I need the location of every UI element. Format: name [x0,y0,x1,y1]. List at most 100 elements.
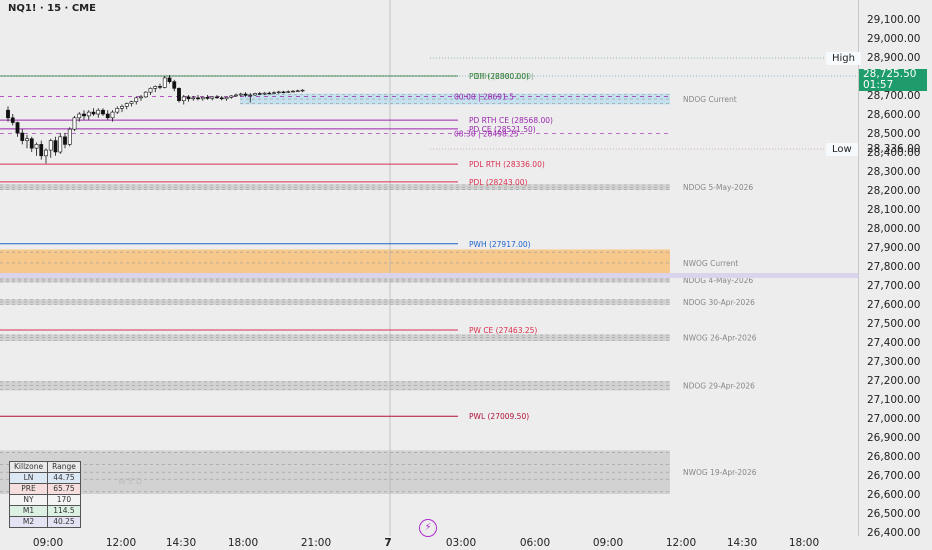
candle-body [243,93,248,96]
candle-body [172,81,177,89]
killzone-range: 170 [47,494,81,506]
low-tag: Low [826,143,858,156]
price-tick: 29,000.00 [867,33,920,45]
killzone-name: M2 [8,516,49,528]
price-tick: 27,500.00 [867,318,920,330]
candle-body [82,113,86,117]
time-tick: 09:00 [593,537,623,549]
candle-body [234,94,238,97]
candle-body [248,94,253,97]
time-tick: 06:00 [520,537,550,549]
time-price-label: 08:30 | 28498.25 [454,129,519,138]
weekday-watermark: W E D [118,477,142,486]
time-tick: 12:00 [106,537,136,549]
price-tick: 28,500.00 [867,128,920,140]
time-tick: 21:00 [301,537,331,549]
killzone-name: LN [8,472,49,484]
candle-body [205,96,210,99]
price-tick: 29,100.00 [867,14,920,26]
time-axis[interactable]: 09:00 12:00 14:30 18:00 21:00 7 03:00 06:00 09:0… [33,537,819,549]
level-label: PDH (28800.00) [469,72,529,81]
killzone-range: 40.25 [47,516,81,528]
killzone-table: Killzone Range LN 44.75 PRE 65.75 NY 170 M1 114… [8,461,81,528]
candle-body [200,96,205,100]
price-tick: 27,700.00 [867,280,920,292]
candle-body [105,113,110,119]
killzone-name: M1 [8,505,49,517]
price-tick: 27,100.00 [867,394,920,406]
candle-body [6,109,10,119]
killzone-name: NY [8,494,49,506]
killzone-row: PRE 65.75 [8,483,81,495]
candle-body [86,111,91,117]
candle-body [53,140,58,153]
candle-body [300,89,305,92]
candle-body [158,86,162,88]
candle-body [177,88,181,101]
candle-body [48,140,53,151]
candle-body [286,91,291,93]
time-tick: 03:00 [446,537,476,549]
candle-body [181,96,186,102]
price-tick: 28,700.00 [867,90,920,102]
candle-body [276,91,281,94]
candle-body [34,144,39,149]
level-label: PD CE (28521.50) [469,125,536,134]
candle-body [96,109,101,115]
price-tick: 28,400.00 [867,147,920,159]
candle-body [196,97,200,100]
high-tag: High [826,52,861,65]
candle-body [267,92,272,95]
bar-countdown: 01:57 [863,79,894,91]
level-label: PWL (27009.50) [469,412,529,421]
price-tick: 27,600.00 [867,299,920,311]
candle-body [72,117,77,130]
candle-body [39,144,44,157]
price-tick: 28,300.00 [867,166,920,178]
level-label: PD RTH CE (28568.00) [469,116,553,125]
gap-zone [0,380,670,391]
current-price-value: 28,725.50 [863,68,917,80]
candle-body [101,109,105,115]
level-label: PWH (27917.00) [469,240,531,249]
killzone-header: Killzone [8,461,49,473]
gap-zone [0,249,670,277]
gap-zone [240,93,670,105]
candle-body [191,97,196,100]
gap-zone [0,450,670,494]
level-label: PDL (28243.00) [469,178,528,187]
candle-body [148,88,153,93]
current-price-badge: 28,725.50 01:57 [859,69,927,91]
level-label: PDL RTH (28336.00) [469,160,545,169]
level-label-overlap: ETH (28802.00) [475,72,534,81]
price-tick: 28,000.00 [867,223,920,235]
symbol-title[interactable]: NQ1! · 15 · CME [8,3,96,14]
price-tick: 27,400.00 [867,337,920,349]
killzone-row: LN 44.75 [8,472,81,484]
price-axis[interactable]: 29,100.0029,000.0028,900.0028,800.0028,7… [867,14,920,539]
candle-body [186,96,191,100]
price-tick: 27,000.00 [867,413,920,425]
price-tick: 27,200.00 [867,375,920,387]
candle-body [10,117,15,123]
price-tick: 27,900.00 [867,242,920,254]
candle-body [143,91,148,98]
price-tick: 26,600.00 [867,489,920,501]
price-tick: 27,300.00 [867,356,920,368]
price-tick: 26,900.00 [867,432,920,444]
candle-body [238,93,243,96]
lightning-icon[interactable]: ⚡ [419,519,437,537]
price-tick: 26,800.00 [867,451,920,463]
gap-zone-label: NDOG 5-May-2026 [683,183,753,192]
candle-body [15,122,20,134]
gap-zone [0,184,670,190]
price-tick: 26,500.00 [867,508,920,520]
candle-body [219,97,224,100]
candle-body [44,149,48,157]
candle-body [25,138,29,141]
killzone-range: 65.75 [47,483,81,495]
killzone-name: PRE [8,483,49,495]
candle-body [210,96,215,99]
